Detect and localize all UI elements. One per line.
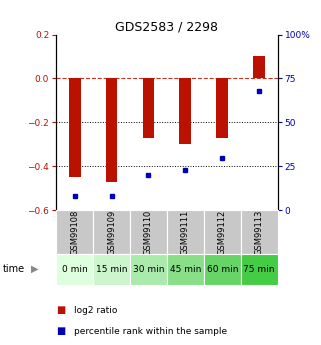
Bar <box>106 79 117 182</box>
Bar <box>143 79 154 138</box>
Text: 60 min: 60 min <box>206 265 238 274</box>
Text: GSM99110: GSM99110 <box>144 209 153 255</box>
Bar <box>130 254 167 285</box>
Text: percentile rank within the sample: percentile rank within the sample <box>74 327 227 336</box>
Text: 75 min: 75 min <box>243 265 275 274</box>
Text: GSM99109: GSM99109 <box>107 209 116 255</box>
Bar <box>216 79 228 138</box>
Text: 15 min: 15 min <box>96 265 127 274</box>
Bar <box>56 254 93 285</box>
Text: GSM99111: GSM99111 <box>181 209 190 255</box>
Bar <box>93 254 130 285</box>
Text: 0 min: 0 min <box>62 265 88 274</box>
Bar <box>253 57 265 79</box>
Text: ■: ■ <box>56 326 65 336</box>
Bar <box>69 79 81 177</box>
Bar <box>241 254 278 285</box>
Text: ■: ■ <box>56 306 65 315</box>
Bar <box>241 210 278 254</box>
Bar <box>167 254 204 285</box>
Bar <box>93 210 130 254</box>
Bar <box>56 210 93 254</box>
Bar <box>130 210 167 254</box>
Bar <box>204 210 241 254</box>
Text: ▶: ▶ <box>30 264 38 274</box>
Text: GSM99112: GSM99112 <box>218 209 227 255</box>
Text: 30 min: 30 min <box>133 265 164 274</box>
Text: log2 ratio: log2 ratio <box>74 306 117 315</box>
Bar <box>179 79 191 145</box>
Title: GDS2583 / 2298: GDS2583 / 2298 <box>116 20 218 33</box>
Bar <box>204 254 241 285</box>
Text: 45 min: 45 min <box>170 265 201 274</box>
Text: GSM99113: GSM99113 <box>255 209 264 255</box>
Text: GSM99108: GSM99108 <box>70 209 79 255</box>
Bar <box>167 210 204 254</box>
Text: time: time <box>3 264 25 274</box>
